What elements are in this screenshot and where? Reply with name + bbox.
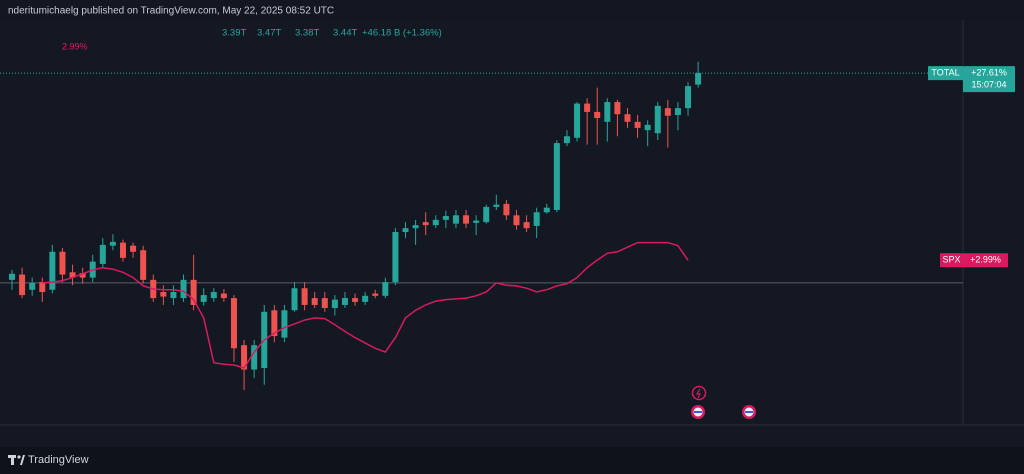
series-name-box: [940, 253, 963, 268]
candle-body: [59, 251, 66, 275]
candle-body: [574, 103, 581, 138]
candle-body: [644, 124, 651, 131]
series-name-box: [928, 66, 963, 81]
candle-body: [331, 299, 338, 308]
candle-body: [503, 203, 510, 216]
candle-body: [543, 207, 550, 213]
candle-body: [271, 310, 278, 337]
price-label: +2.99%: [970, 255, 1001, 265]
candle-body: [664, 108, 671, 116]
candle-body: [523, 222, 530, 229]
candle-body: [362, 295, 369, 302]
candle-body: [19, 274, 26, 296]
candle-body: [463, 215, 470, 224]
header: nderitumichaelg published on TradingView…: [8, 6, 334, 17]
candle-body: [452, 215, 459, 224]
compare-legend: 2.99%: [62, 41, 88, 51]
candle-body: [594, 111, 601, 119]
candle-body: [674, 108, 681, 115]
candle-body: [69, 272, 76, 278]
candle-body: [200, 295, 207, 302]
candle-body: [553, 143, 560, 210]
footer: [0, 447, 1024, 474]
candle-body: [372, 293, 379, 296]
candle-body: [210, 292, 217, 299]
candle-body: [412, 225, 419, 229]
candle-body: [39, 282, 46, 293]
compare-line: [42, 241, 689, 369]
candle-body: [533, 212, 540, 226]
candle-body: [422, 222, 429, 226]
candle-body: [382, 282, 389, 296]
plot-area: [0, 20, 1024, 447]
candle-body: [281, 310, 288, 338]
countdown: 15:07:04: [971, 79, 1006, 89]
ohlc-legend: 3.39T: [222, 28, 246, 39]
price-label: +27.61%: [971, 67, 1007, 77]
candle-body: [160, 292, 167, 297]
candle-body: [493, 204, 500, 207]
ohlc-legend: +46.18 B (+1.36%): [362, 28, 442, 39]
candle-body: [614, 102, 621, 115]
candle-body: [402, 228, 409, 232]
candle-body: [79, 273, 86, 278]
candle-body: [624, 114, 631, 122]
ohlc-legend: 3.44T: [333, 28, 357, 39]
candle-body: [230, 298, 237, 349]
series-name: TOTAL: [931, 67, 959, 77]
candle-body: [49, 251, 56, 290]
candle-body: [311, 298, 318, 305]
candle-body: [563, 136, 570, 144]
candle-body: [695, 73, 702, 85]
candle-body: [634, 121, 641, 128]
candle-body: [109, 241, 116, 246]
price-label-box: [963, 66, 1015, 93]
candle-body: [341, 298, 348, 305]
candle-body: [291, 288, 298, 311]
series-name: SPX: [942, 255, 960, 265]
candle-body: [251, 345, 258, 370]
candle-body: [130, 245, 137, 252]
candle-body: [220, 293, 227, 299]
candle-body: [99, 244, 106, 264]
candle-body: [119, 242, 126, 258]
candle-body: [9, 273, 15, 280]
candle-body: [241, 345, 248, 370]
candle-body: [432, 219, 439, 226]
candle-body: [180, 279, 187, 299]
candle-body: [352, 298, 359, 302]
candle-body: [483, 206, 490, 223]
candle-body: [140, 250, 147, 280]
candle-body: [513, 215, 520, 226]
candle-body: [584, 103, 591, 112]
candle-body: [685, 86, 692, 109]
candle-body: [473, 220, 480, 223]
brand: TradingView: [28, 454, 89, 466]
candle-body: [442, 216, 449, 220]
ohlc-legend: 3.47T: [257, 28, 281, 39]
candle-body: [29, 282, 36, 290]
candle-body: [170, 292, 177, 299]
candle-body: [321, 298, 328, 308]
candle-body: [190, 279, 197, 305]
event-icons: [691, 385, 756, 419]
candle-body: [654, 105, 661, 134]
brand-logo: [8, 455, 25, 465]
candle-body: [301, 288, 308, 305]
candle-body: [392, 231, 399, 283]
ohlc-legend: 3.38T: [295, 28, 319, 39]
candle-body: [604, 102, 611, 122]
price-label-box: [963, 253, 1008, 268]
